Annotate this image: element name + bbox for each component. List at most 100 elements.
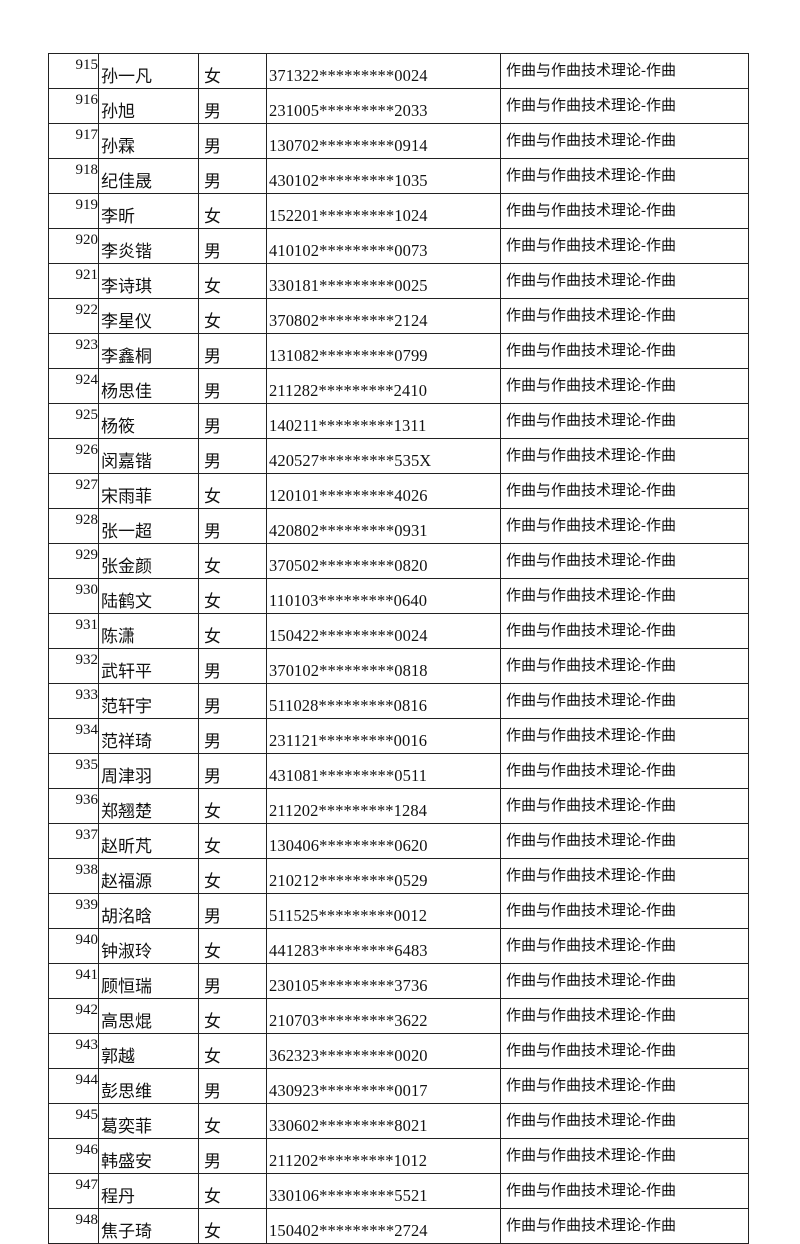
gender-cell: 女 [198,543,267,579]
gender-cell: 女 [198,263,267,299]
table-row: 945 葛奕菲女 330602*********8021 作曲与作曲技术理论-作曲 [48,1103,749,1139]
major-cell: 作曲与作曲技术理论-作曲 [500,1138,749,1174]
name-cell: 郭越 [98,1033,199,1069]
major-cell: 作曲与作曲技术理论-作曲 [500,613,749,649]
table-row: 939 胡洺晗男 511525*********0012 作曲与作曲技术理论-作曲 [48,893,749,929]
major-cell: 作曲与作曲技术理论-作曲 [500,1208,749,1244]
table-row: 933 范轩宇男 511028*********0816 作曲与作曲技术理论-作曲 [48,683,749,719]
name-cell: 陈潇 [98,613,199,649]
id-number-cell: 211202*********1284 [266,788,501,824]
major-cell: 作曲与作曲技术理论-作曲 [500,858,749,894]
major-cell: 作曲与作曲技术理论-作曲 [500,508,749,544]
name-cell: 郑翘楚 [98,788,199,824]
major-cell: 作曲与作曲技术理论-作曲 [500,193,749,229]
row-number: 946 [48,1138,99,1174]
table-row: 942 高思焜女 210703*********3622 作曲与作曲技术理论-作曲 [48,998,749,1034]
id-number-cell: 211282*********2410 [266,368,501,404]
id-number-cell: 330181*********0025 [266,263,501,299]
name-cell: 范祥琦 [98,718,199,754]
row-number: 938 [48,858,99,894]
major-cell: 作曲与作曲技术理论-作曲 [500,543,749,579]
name-cell: 李鑫桐 [98,333,199,369]
name-cell: 陆鹤文 [98,578,199,614]
major-cell: 作曲与作曲技术理论-作曲 [500,1033,749,1069]
gender-cell: 女 [198,1208,267,1244]
id-number-cell: 152201*********1024 [266,193,501,229]
table-row: 924 杨思佳男 211282*********2410 作曲与作曲技术理论-作曲 [48,368,749,404]
id-number-cell: 370802*********2124 [266,298,501,334]
table-row: 940 钟淑玲女 441283*********6483 作曲与作曲技术理论-作曲 [48,928,749,964]
table-row: 918 纪佳晟男 430102*********1035 作曲与作曲技术理论-作曲 [48,158,749,194]
table-row: 917 孙霖男 130702*********0914 作曲与作曲技术理论-作曲 [48,123,749,159]
id-number-cell: 441283*********6483 [266,928,501,964]
name-cell: 宋雨菲 [98,473,199,509]
id-number-cell: 150422*********0024 [266,613,501,649]
major-cell: 作曲与作曲技术理论-作曲 [500,928,749,964]
gender-cell: 女 [198,613,267,649]
row-number: 942 [48,998,99,1034]
candidate-table-body: 915 孙一凡女 371322*********0024 作曲与作曲技术理论-作曲 91… [48,53,749,1244]
row-number: 925 [48,403,99,439]
row-number: 931 [48,613,99,649]
row-number: 932 [48,648,99,684]
major-cell: 作曲与作曲技术理论-作曲 [500,1068,749,1104]
table-row: 931 陈潇女 150422*********0024 作曲与作曲技术理论-作曲 [48,613,749,649]
name-cell: 焦子琦 [98,1208,199,1244]
table-row: 937 赵昕芃女 130406*********0620 作曲与作曲技术理论-作曲 [48,823,749,859]
row-number: 930 [48,578,99,614]
name-cell: 顾恒瑞 [98,963,199,999]
table-row: 928 张一超男 420802*********0931 作曲与作曲技术理论-作曲 [48,508,749,544]
gender-cell: 女 [198,193,267,229]
row-number: 936 [48,788,99,824]
gender-cell: 男 [198,648,267,684]
table-row: 926 闵嘉锴男 420527*********535X 作曲与作曲技术理论-作曲 [48,438,749,474]
gender-cell: 男 [198,508,267,544]
gender-cell: 女 [198,823,267,859]
gender-cell: 男 [198,88,267,124]
id-number-cell: 371322*********0024 [266,53,501,89]
gender-cell: 女 [198,298,267,334]
id-number-cell: 120101*********4026 [266,473,501,509]
id-number-cell: 230105*********3736 [266,963,501,999]
id-number-cell: 211202*********1012 [266,1138,501,1174]
table-row: 925 杨筱男 140211*********1311 作曲与作曲技术理论-作曲 [48,403,749,439]
id-number-cell: 420802*********0931 [266,508,501,544]
name-cell: 李诗琪 [98,263,199,299]
gender-cell: 男 [198,368,267,404]
id-number-cell: 210703*********3622 [266,998,501,1034]
major-cell: 作曲与作曲技术理论-作曲 [500,893,749,929]
id-number-cell: 130702*********0914 [266,123,501,159]
gender-cell: 男 [198,228,267,264]
table-row: 929 张金颜女 370502*********0820 作曲与作曲技术理论-作曲 [48,543,749,579]
name-cell: 孙旭 [98,88,199,124]
name-cell: 范轩宇 [98,683,199,719]
gender-cell: 女 [198,1033,267,1069]
id-number-cell: 511028*********0816 [266,683,501,719]
major-cell: 作曲与作曲技术理论-作曲 [500,998,749,1034]
gender-cell: 女 [198,788,267,824]
name-cell: 赵福源 [98,858,199,894]
gender-cell: 男 [198,718,267,754]
table-row: 941 顾恒瑞男 230105*********3736 作曲与作曲技术理论-作曲 [48,963,749,999]
name-cell: 李星仪 [98,298,199,334]
name-cell: 钟淑玲 [98,928,199,964]
row-number: 922 [48,298,99,334]
name-cell: 李昕 [98,193,199,229]
table-row: 943 郭越女 362323*********0020 作曲与作曲技术理论-作曲 [48,1033,749,1069]
major-cell: 作曲与作曲技术理论-作曲 [500,368,749,404]
table-row: 936 郑翘楚女 211202*********1284 作曲与作曲技术理论-作曲 [48,788,749,824]
name-cell: 程丹 [98,1173,199,1209]
major-cell: 作曲与作曲技术理论-作曲 [500,473,749,509]
gender-cell: 男 [198,158,267,194]
gender-cell: 女 [198,53,267,89]
name-cell: 杨思佳 [98,368,199,404]
name-cell: 杨筱 [98,403,199,439]
row-number: 945 [48,1103,99,1139]
row-number: 921 [48,263,99,299]
gender-cell: 女 [198,1103,267,1139]
major-cell: 作曲与作曲技术理论-作曲 [500,263,749,299]
name-cell: 葛奕菲 [98,1103,199,1139]
name-cell: 高思焜 [98,998,199,1034]
row-number: 924 [48,368,99,404]
gender-cell: 女 [198,858,267,894]
